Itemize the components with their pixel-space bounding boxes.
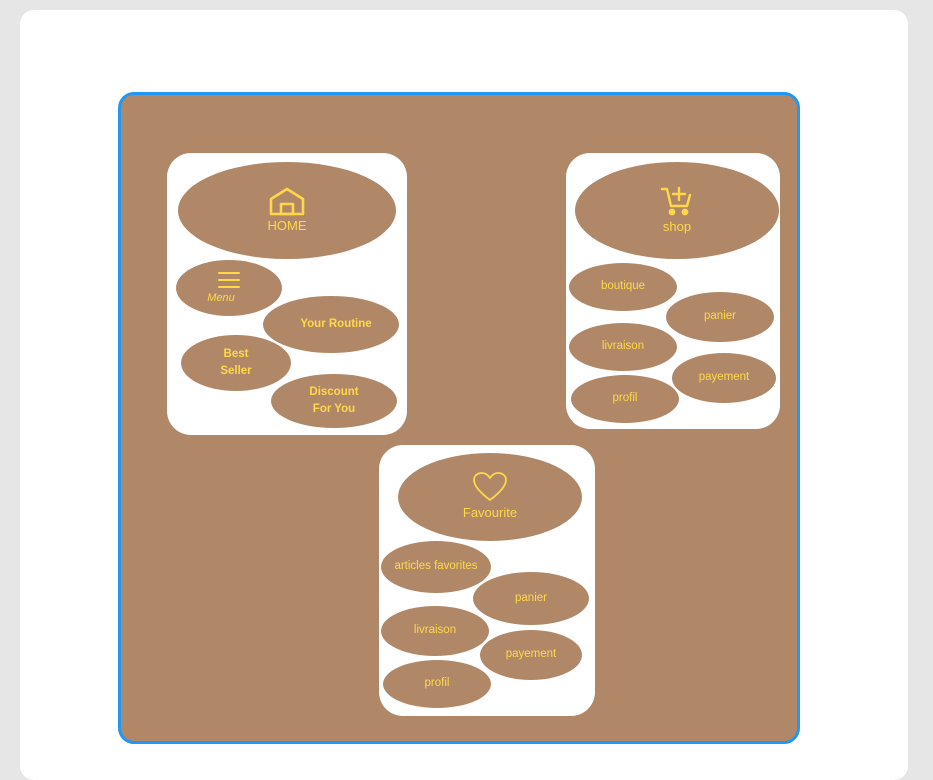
fav-item-livraison-label: livraison [413, 624, 457, 637]
best-seller-bubble[interactable]: Best Seller [181, 335, 291, 391]
your-routine-label: Your Routine [300, 317, 372, 330]
fav-item-panier-label: panier [515, 591, 547, 604]
home-header-bubble[interactable]: HOME [178, 162, 396, 259]
shop-item-payement[interactable]: payement [672, 353, 776, 403]
your-routine-bubble[interactable]: Your Routine [263, 296, 399, 353]
shop-header-label: shop [662, 218, 692, 234]
shop-item-boutique-label: boutique [600, 280, 646, 293]
hamburger-menu-icon [217, 270, 241, 290]
cart-add-icon [660, 185, 694, 217]
shop-item-payement-label: payement [698, 371, 750, 384]
home-header-label: HOME [267, 217, 307, 233]
shop-header-bubble[interactable]: shop [575, 162, 779, 259]
fav-item-articles-favorites[interactable]: articles favorites [381, 541, 491, 593]
favourite-card: Favourite articles favorites panier livr… [379, 445, 595, 716]
house-icon [268, 186, 306, 216]
fav-item-profil[interactable]: profil [383, 660, 491, 708]
fav-item-profil-label: profil [424, 677, 450, 690]
menu-bubble[interactable]: Menu [176, 260, 282, 316]
shop-item-livraison-label: livraison [601, 340, 645, 353]
shop-item-profil[interactable]: profil [571, 375, 679, 423]
shop-item-panier-label: panier [704, 310, 736, 323]
fav-item-articles-favorites-label: articles favorites [394, 560, 478, 573]
shop-item-boutique[interactable]: boutique [569, 263, 677, 311]
best-seller-line-1: Best [223, 347, 249, 360]
diagram-board: HOME Menu Your Routine Best Seller Disco… [118, 92, 800, 744]
fav-item-payement-label: payement [505, 648, 557, 661]
discount-line-1: Discount [309, 385, 359, 398]
best-seller-line-2: Seller [220, 365, 252, 377]
shop-item-livraison[interactable]: livraison [569, 323, 677, 371]
fav-item-livraison[interactable]: livraison [381, 606, 489, 656]
fav-item-panier[interactable]: panier [473, 572, 589, 625]
menu-label: Menu [207, 291, 235, 304]
shop-card: shop boutique panier livraison payement … [566, 153, 780, 429]
heart-icon [472, 471, 508, 503]
favourite-header-label: Favourite [462, 505, 518, 521]
fav-item-payement[interactable]: payement [480, 630, 582, 680]
shop-item-panier[interactable]: panier [666, 292, 774, 342]
discount-bubble[interactable]: Discount For You [271, 374, 397, 428]
favourite-header-bubble[interactable]: Favourite [398, 453, 582, 541]
home-card: HOME Menu Your Routine Best Seller Disco… [167, 153, 407, 435]
discount-line-2: For You [312, 403, 356, 415]
shop-item-profil-label: profil [612, 392, 638, 405]
